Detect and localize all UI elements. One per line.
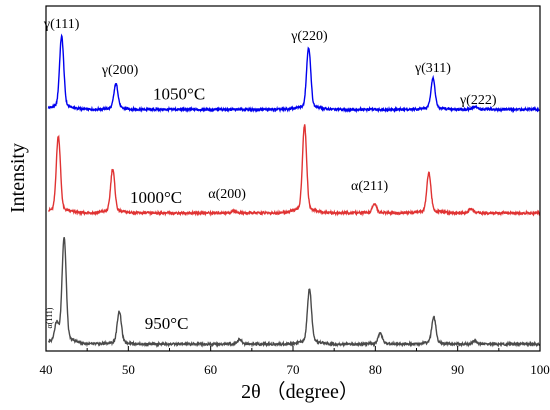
x-tick-label: 60 <box>204 362 217 377</box>
series-label: 950°C <box>145 314 189 333</box>
peak-label-layer: 1050°C γ(111) γ(200) γ(220) γ(311) γ(222) 1000… <box>43 17 497 333</box>
x-tick-label: 100 <box>530 362 550 377</box>
y-axis-label: Intensity <box>7 143 29 213</box>
x-tick-label: 70 <box>287 362 300 377</box>
series-layer <box>47 33 541 348</box>
peak-label: γ(111) <box>43 17 80 32</box>
series-line <box>47 237 541 348</box>
x-tick-label: 50 <box>122 362 135 377</box>
series-label: 1000°C <box>130 188 182 207</box>
x-tick-label: 80 <box>369 362 382 377</box>
peak-label: α(111) <box>45 307 54 328</box>
peak-label: γ(220) <box>290 29 328 44</box>
peak-label: γ(311) <box>414 61 451 76</box>
series-line <box>48 124 541 217</box>
peak-label: α(200) <box>208 187 246 202</box>
x-axis-label: 2θ （degree） <box>241 380 359 403</box>
plot-frame <box>45 5 541 352</box>
x-axis: 40 50 60 70 80 90 100 <box>40 346 550 377</box>
x-tick-label: 40 <box>40 362 53 377</box>
peak-label: α(211) <box>351 179 388 194</box>
peak-label: γ(200) <box>101 63 139 78</box>
series-label: 1050°C <box>153 85 205 104</box>
peak-label: γ(222) <box>459 93 497 108</box>
series-line <box>47 33 540 114</box>
x-tick-label: 90 <box>451 362 464 377</box>
